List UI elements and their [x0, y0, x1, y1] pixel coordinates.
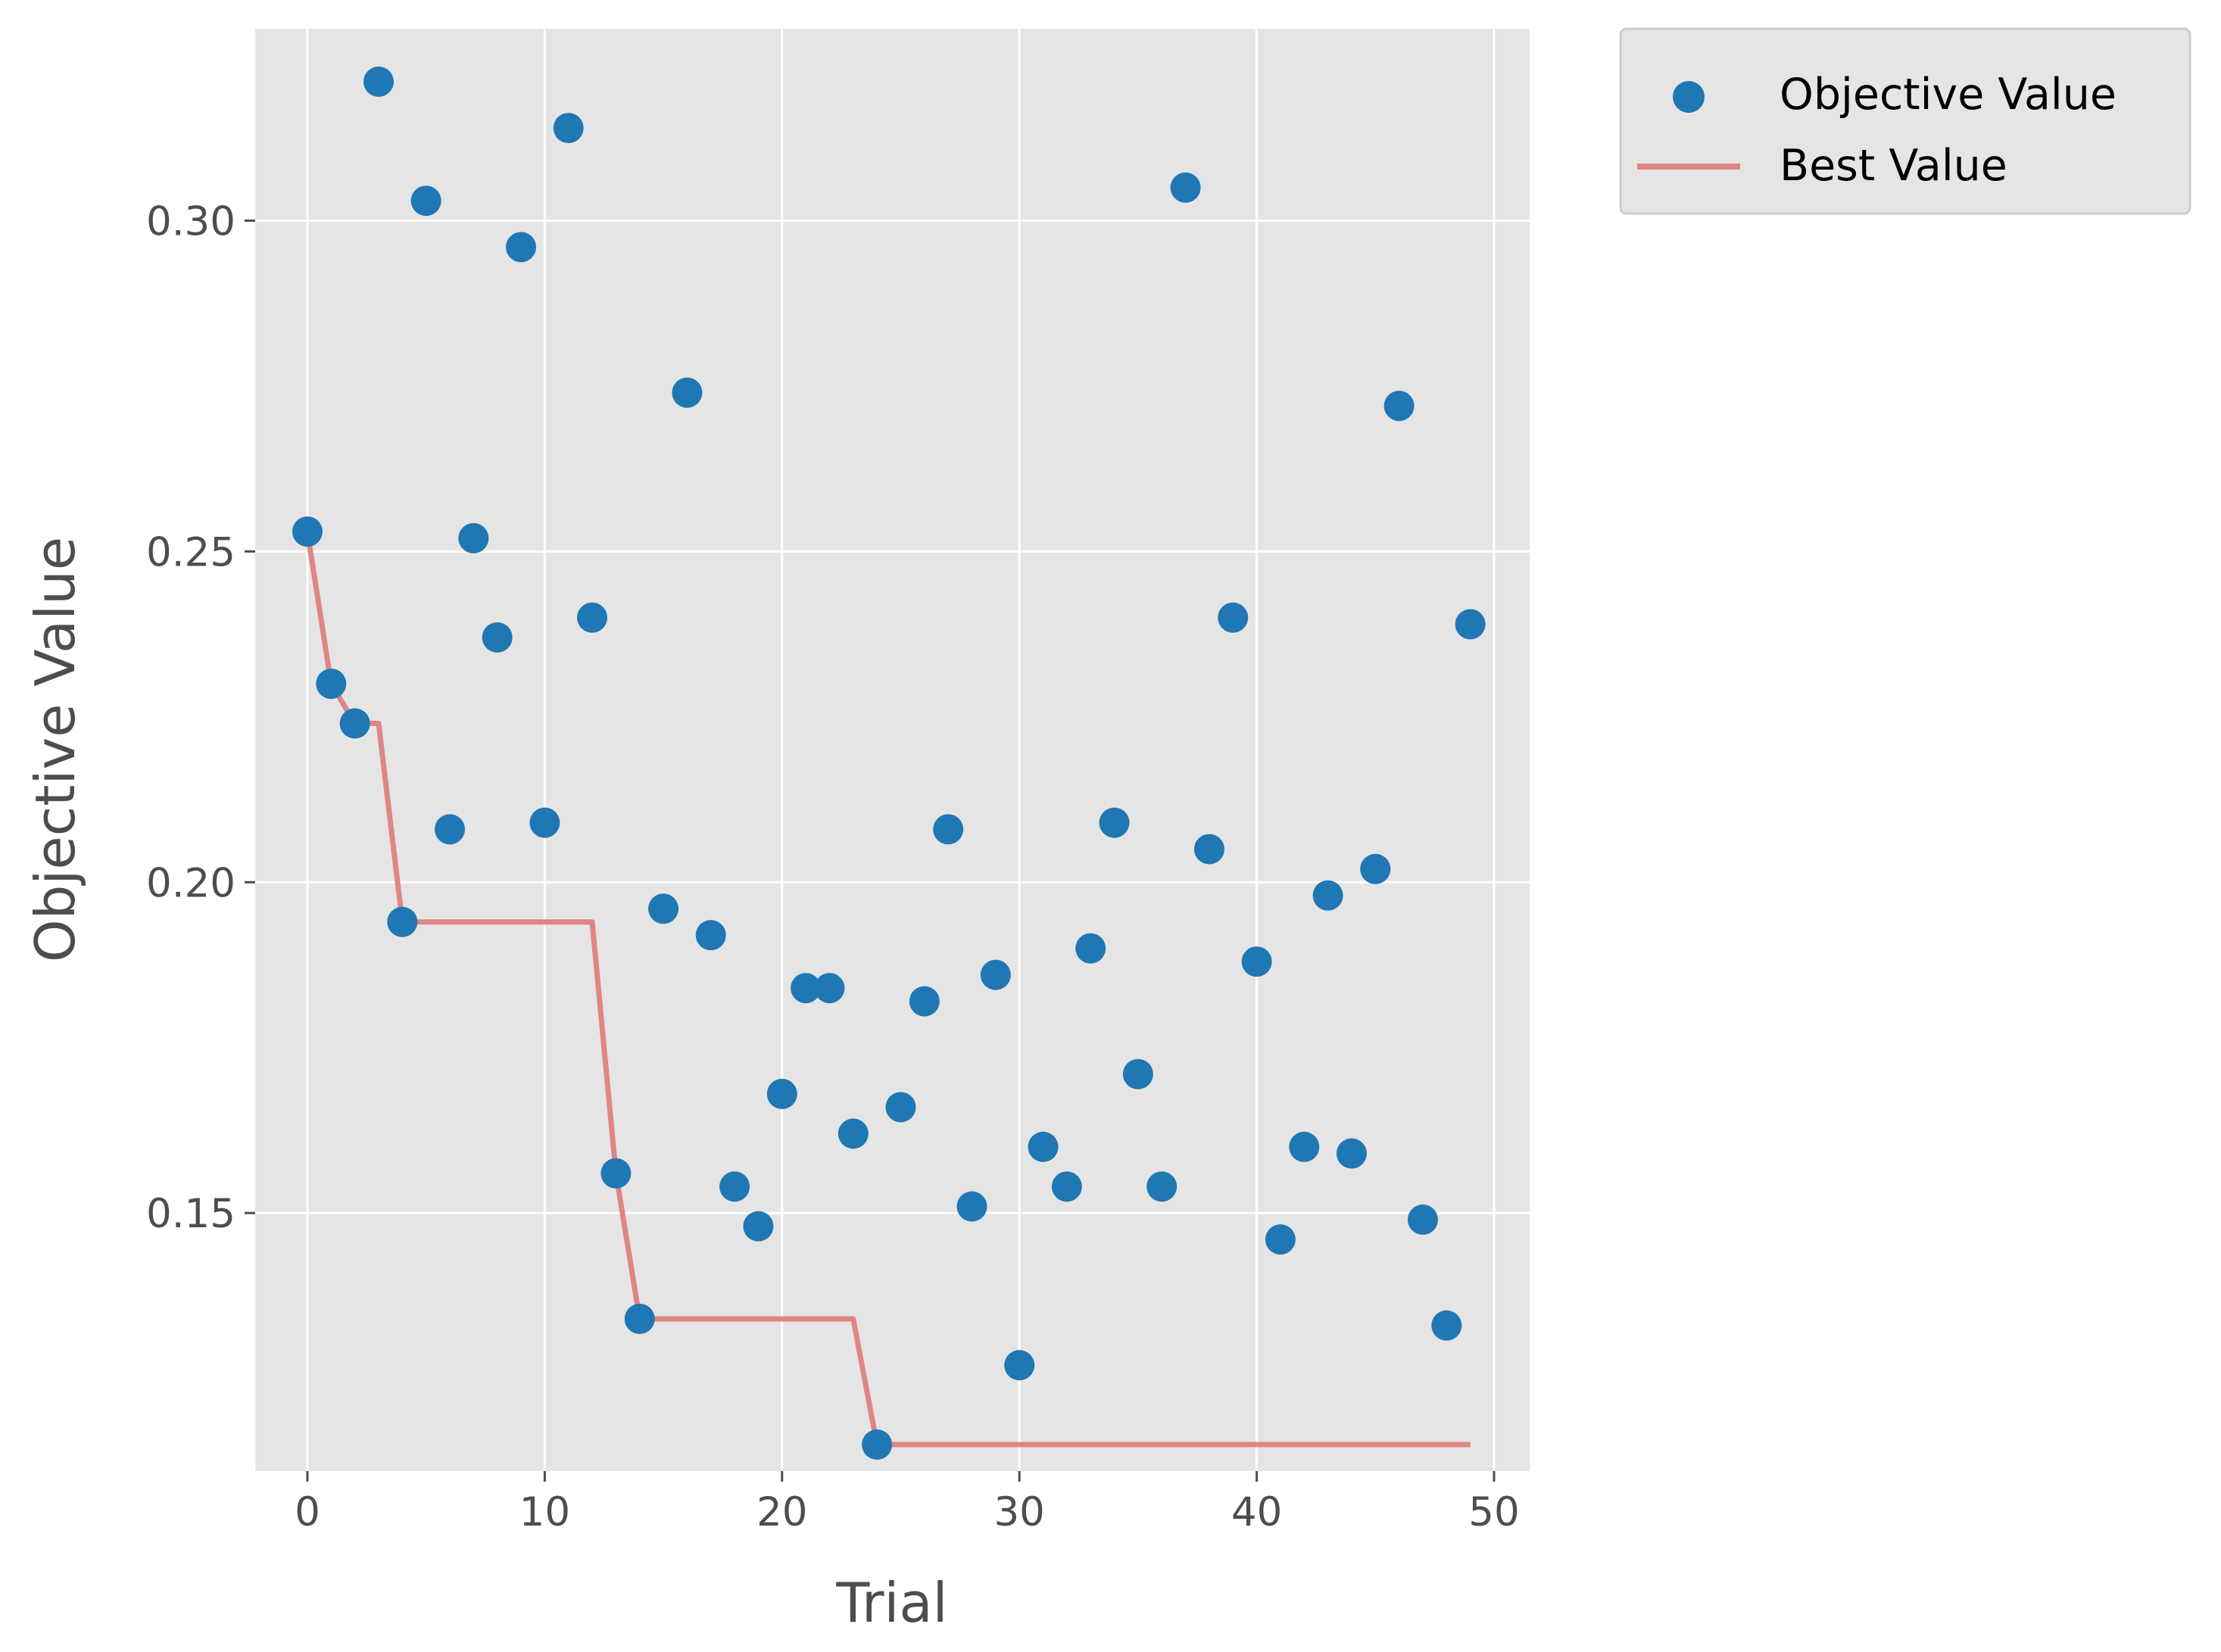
legend-marker-objective-value: [1673, 81, 1705, 113]
x-axis-title: Trial: [835, 1571, 947, 1635]
objective-value-point: [1241, 946, 1272, 977]
x-tick-label: 40: [1231, 1489, 1282, 1535]
objective-value-point: [600, 1158, 632, 1189]
objective-value-point: [387, 906, 418, 937]
series-layer: [292, 66, 1486, 1460]
objective-value-point: [672, 377, 703, 408]
objective-value-point: [529, 807, 560, 838]
grid-lines: [255, 29, 1530, 1471]
x-tick-label: 20: [756, 1489, 807, 1535]
objective-value-point: [743, 1211, 774, 1242]
objective-value-point: [339, 708, 370, 739]
objective-value-point: [814, 973, 845, 1004]
objective-value-point: [1099, 807, 1130, 838]
y-tick-label: 0.25: [146, 529, 236, 575]
objective-value-point: [1407, 1204, 1438, 1235]
x-tick-label: 30: [994, 1489, 1044, 1535]
objective-value-point: [885, 1092, 916, 1123]
objective-value-point: [1122, 1058, 1153, 1089]
legend: Objective Value Best Value: [1619, 27, 2191, 215]
objective-value-point: [1051, 1171, 1082, 1202]
objective-value-point: [1170, 172, 1201, 203]
objective-value-point: [363, 66, 394, 97]
objective-value-point: [292, 516, 323, 547]
objective-value-point: [1336, 1138, 1367, 1169]
objective-value-point: [553, 113, 584, 144]
y-tick-label: 0.20: [146, 860, 236, 906]
objective-value-point: [648, 893, 679, 924]
objective-value-point: [766, 1078, 797, 1109]
objective-value-point: [1004, 1350, 1035, 1381]
objective-value-point: [838, 1118, 869, 1149]
objective-value-point: [1193, 834, 1224, 865]
objective-value-point: [956, 1191, 987, 1222]
y-tick-label: 0.15: [146, 1191, 236, 1237]
objective-value-point: [909, 986, 940, 1017]
objective-value-point: [458, 522, 489, 553]
x-tick-label: 50: [1468, 1489, 1519, 1535]
objective-value-point: [980, 959, 1011, 990]
objective-value-point: [624, 1304, 655, 1335]
objective-value-point: [1146, 1171, 1178, 1202]
plot-panel: [255, 29, 1530, 1471]
objective-value-point: [933, 814, 964, 845]
objective-value-point: [1265, 1224, 1296, 1255]
legend-box: [1619, 27, 2191, 215]
objective-value-point: [1312, 880, 1343, 911]
objective-value-point: [506, 232, 537, 263]
x-tick-label: 10: [519, 1489, 570, 1535]
objective-value-point: [1289, 1131, 1320, 1162]
objective-value-point: [434, 814, 465, 845]
objective-value-point: [1455, 609, 1486, 640]
objective-value-point: [410, 185, 441, 217]
y-tick-label: 0.30: [146, 198, 236, 245]
y-axis-ticks: 0.15 0.20 0.25 0.30: [146, 198, 255, 1237]
x-axis-ticks: 0 10 20 30 40 50: [295, 1471, 1520, 1535]
y-axis-title: Objective Value: [23, 537, 87, 962]
legend-label-best-value: Best Value: [1780, 141, 2007, 191]
objective-value-point: [316, 669, 347, 700]
objective-value-point: [1431, 1310, 1462, 1341]
objective-value-point: [791, 973, 822, 1004]
x-tick-label: 0: [295, 1489, 320, 1535]
objective-value-point: [695, 920, 726, 951]
objective-value-point: [1218, 602, 1249, 633]
objective-value-point: [1028, 1131, 1059, 1162]
objective-value-point: [482, 622, 513, 653]
objective-value-point: [719, 1171, 750, 1202]
objective-value-point: [577, 602, 608, 633]
objective-value-point: [1075, 933, 1106, 964]
objective-value-point: [862, 1429, 893, 1460]
legend-label-objective-value: Objective Value: [1780, 70, 2117, 120]
objective-value-point: [1383, 391, 1415, 422]
objective-value-point: [1360, 853, 1391, 884]
